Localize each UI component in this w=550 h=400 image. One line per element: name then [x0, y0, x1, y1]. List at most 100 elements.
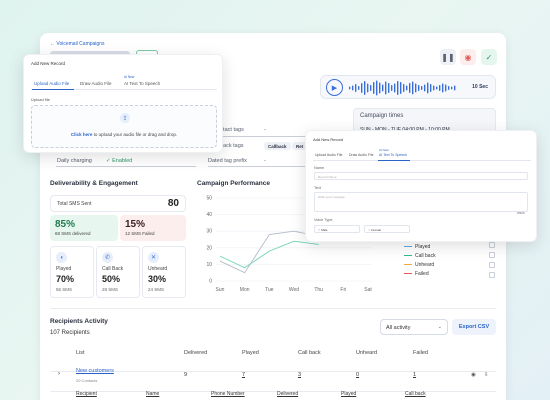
message-textarea[interactable]: Write your message — [314, 192, 528, 212]
row-unheard[interactable]: 0 — [356, 372, 360, 378]
tab-upload-active[interactable]: Upload Audio File — [34, 81, 69, 86]
tab-upload-label[interactable]: Upload Audio File — [315, 153, 343, 157]
waveform-bar — [406, 85, 408, 91]
waveform-bar — [394, 83, 396, 93]
add-record-popup-upload: Add New Record Upload Audio File Draw Au… — [23, 54, 223, 153]
legend-item: Call back — [404, 251, 436, 260]
legend-label: Call back — [415, 252, 436, 259]
x-tick-label: Fri — [340, 287, 346, 293]
legend-swatch — [404, 272, 412, 275]
stop-button[interactable]: ◉ — [460, 49, 476, 65]
activity-filter-value: All activity — [386, 325, 411, 331]
deliverability-title: Deliverability & Engagement — [50, 180, 138, 187]
row-callback[interactable]: 3 — [298, 372, 302, 378]
tab-draw-label[interactable]: Draw Audio File — [349, 153, 374, 157]
eye-icon[interactable]: ◉ — [471, 372, 476, 378]
pause-button[interactable]: ❚❚ — [440, 49, 456, 65]
list-name-link[interactable]: New customers — [76, 368, 114, 374]
waveform-bar — [412, 81, 414, 95]
audio-duration: 10 Sec — [472, 84, 488, 90]
tab-upload-label: Upload Audio File — [34, 81, 70, 86]
female-icon: ♀ — [368, 228, 372, 232]
record-name-input[interactable]: Record Name — [314, 172, 528, 180]
legend-checkbox[interactable] — [489, 252, 495, 258]
tab-draw-label[interactable]: Draw Audio File — [80, 81, 112, 86]
series-line-played — [219, 230, 319, 274]
row-played[interactable]: 7 — [242, 372, 246, 378]
tab-tts-label[interactable]: AI Text To Speech — [379, 153, 408, 157]
activity-filter-select[interactable]: All activity ⌄ — [380, 319, 448, 335]
speaker-icon: ◖ — [56, 252, 67, 263]
upload-click-link[interactable]: Click here — [70, 132, 93, 137]
x-tick-label: Thu — [314, 287, 323, 293]
row-failed[interactable]: 1 — [413, 372, 417, 378]
waveform-bar — [427, 82, 429, 94]
back-link[interactable]: ← Voicemail Campaigns — [50, 41, 105, 47]
legend-checkbox[interactable] — [489, 262, 495, 268]
expand-row-icon[interactable]: › — [58, 371, 60, 377]
unheard-card: ✕ Unheard 30% 24 SMS — [142, 246, 186, 298]
waveform-bar — [445, 84, 447, 92]
waveform-bar — [418, 85, 420, 91]
legend-swatch — [404, 245, 412, 248]
daily-charging-divider — [56, 166, 196, 167]
waveform-bar — [355, 84, 357, 92]
name-label: Name — [314, 166, 325, 170]
upload-label: Upload file — [31, 97, 50, 102]
y-tick-label: 50 — [206, 196, 212, 202]
x-tick-label: Sun — [216, 287, 225, 293]
delivered-sub: 68 SMS delivered — [55, 231, 91, 236]
recipients-count: 107 Recipients — [50, 330, 90, 336]
waveform-bar — [367, 83, 369, 93]
approve-button[interactable]: ✓ — [481, 49, 497, 65]
voice-male-option[interactable]: ♂ Male — [314, 225, 360, 233]
sub-col-callback[interactable]: Call back — [405, 391, 426, 397]
sub-col-played[interactable]: Played — [341, 391, 357, 397]
phone-icon: ✆ — [102, 252, 113, 263]
callback-tag-chip: Callback — [264, 142, 291, 150]
play-icon[interactable]: ▶ — [326, 79, 343, 96]
delivered-pct: 85% — [55, 219, 76, 230]
waveform-bar — [361, 83, 363, 93]
text-label: Text — [314, 186, 321, 190]
x-tick-label: Tue — [265, 287, 274, 293]
daily-charging-status: ✓ Enabled — [106, 158, 133, 164]
sub-col-phone[interactable]: Phone Number — [211, 391, 245, 397]
failed-pct: 15% — [125, 219, 146, 230]
waveform — [349, 80, 456, 96]
contact-tags-divider — [208, 136, 308, 137]
new-badge: AI New — [124, 75, 135, 79]
tab-tts-label[interactable]: AI Text To Speech — [124, 81, 161, 86]
char-counter: 0/500 — [517, 211, 525, 215]
unheard-sub: 24 SMS — [148, 287, 165, 292]
waveform-bar — [382, 84, 384, 92]
waveform-bar — [388, 83, 390, 93]
y-tick-label: 20 — [206, 245, 212, 251]
sub-col-recipient[interactable]: Recipient — [76, 391, 97, 397]
legend-checkbox[interactable] — [489, 272, 495, 278]
table-header-bottom-divider — [50, 391, 496, 392]
row-delivered: 9 — [184, 372, 188, 378]
sub-col-delivered[interactable]: Delivered — [277, 391, 299, 397]
performance-title: Campaign Performance — [197, 180, 270, 187]
upload-dropzone[interactable]: ⇪ Click here to upload your audio file o… — [31, 105, 217, 148]
waveform-bar — [439, 85, 441, 91]
waveform-bar — [397, 81, 399, 95]
popup-title: Add New Record — [31, 61, 66, 66]
col-played: Played — [242, 350, 259, 356]
callback-sub: 28 SMS — [102, 287, 119, 292]
download-icon[interactable]: ⇩ — [484, 372, 489, 378]
table-header-top-divider — [50, 371, 496, 372]
waveform-bar — [349, 86, 351, 90]
x-tick-label: Mon — [240, 287, 250, 293]
legend-swatch — [404, 263, 412, 266]
legend-item: Played — [404, 242, 436, 251]
voice-female-option[interactable]: ♀ Female — [364, 225, 410, 233]
waveform-bar — [376, 80, 378, 96]
contact-tags-label: ntact tags — [220, 127, 244, 133]
sub-col-name[interactable]: Name — [146, 391, 160, 397]
played-label: Played — [56, 266, 72, 272]
tabs-divider — [31, 89, 217, 90]
export-csv-button[interactable]: Export CSV — [452, 319, 496, 335]
legend-checkbox[interactable] — [489, 242, 495, 248]
